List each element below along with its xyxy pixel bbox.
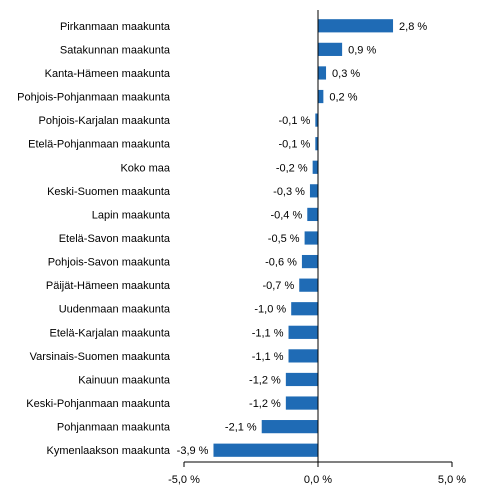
category-label: Pirkanmaan maakunta <box>60 21 171 33</box>
category-label: Päijät-Hämeen maakunta <box>46 280 171 292</box>
bar-kanta-hameen-maakunta <box>318 66 327 80</box>
category-label: Pohjois-Karjalan maakunta <box>39 115 171 127</box>
bars-group <box>213 19 394 457</box>
data-label: -0,5 % <box>268 233 300 245</box>
data-label: -0,4 % <box>270 209 302 221</box>
bar-kainuun-maakunta <box>285 372 318 387</box>
bar-kymenlaakson-maakunta <box>213 443 318 457</box>
bar-keski-suomen-maakunta <box>309 184 318 198</box>
data-label: 2,8 % <box>399 21 427 33</box>
bar-uudenmaan-maakunta <box>291 302 318 316</box>
bar-koko-maa <box>312 160 318 174</box>
bar-etela-pohjanmaan-maakunta <box>315 137 318 151</box>
data-label: 0,3 % <box>332 68 360 80</box>
bar-pohjois-savon-maakunta <box>301 254 318 269</box>
category-label: Koko maa <box>120 162 170 174</box>
bar-etela-karjalan-maakunta <box>288 325 318 339</box>
data-label: -1,0 % <box>254 304 286 316</box>
category-label: Keski-Pohjanmaan maakunta <box>26 398 171 410</box>
bar-etela-savon-maakunta <box>304 231 318 245</box>
data-label: -0,1 % <box>279 139 311 151</box>
bar-paijat-hameen-maakunta <box>299 278 318 292</box>
bar-varsinais-suomen-maakunta <box>288 349 318 363</box>
bar-satakunnan-maakunta <box>318 42 343 56</box>
data-label: -0,7 % <box>262 280 294 292</box>
data-label: -1,1 % <box>252 351 284 363</box>
category-label: Etelä-Savon maakunta <box>59 233 171 245</box>
category-label: Uudenmaan maakunta <box>59 304 171 316</box>
data-label: -0,2 % <box>276 162 308 174</box>
bar-pirkanmaan-maakunta <box>318 19 394 33</box>
category-label: Keski-Suomen maakunta <box>47 186 171 198</box>
data-label: -2,1 % <box>225 422 257 434</box>
data-label: 0,9 % <box>348 44 376 56</box>
category-label: Satakunnan maakunta <box>60 44 171 56</box>
x-tick-label: 5,0 % <box>438 474 466 486</box>
data-label: -0,6 % <box>265 257 297 269</box>
data-label: -1,1 % <box>252 327 284 339</box>
category-label: Etelä-Karjalan maakunta <box>50 327 171 339</box>
category-label: Kymenlaakson maakunta <box>46 445 170 457</box>
data-labels: 2,8 % 0,9 % 0,3 % 0,2 % -0,1 % -0,1 % -0,2 % -0… <box>177 21 428 457</box>
category-label: Varsinais-Suomen maakunta <box>30 351 171 363</box>
bar-pohjois-pohjanmaan-maakunta <box>318 89 324 104</box>
category-label: Pohjanmaan maakunta <box>57 422 171 434</box>
bar-keski-pohjanmaan-maakunta <box>285 396 318 410</box>
data-label: 0,2 % <box>329 92 357 104</box>
category-labels: Pirkanmaan maakunta Satakunnan maakunta Ka… <box>17 21 171 457</box>
bar-pohjanmaan-maakunta <box>261 420 318 434</box>
category-label: Pohjois-Savon maakunta <box>48 257 171 269</box>
category-label: Kanta-Hämeen maakunta <box>45 68 171 80</box>
data-label: -0,1 % <box>279 115 311 127</box>
category-label: Etelä-Pohjanmaan maakunta <box>28 139 171 151</box>
category-label: Kainuun maakunta <box>78 374 171 386</box>
data-label: -1,2 % <box>249 374 281 386</box>
category-label: Lapin maakunta <box>92 209 171 221</box>
bar-lapin-maakunta <box>307 207 318 222</box>
bar-pohjois-karjalan-maakunta <box>315 113 318 127</box>
x-tick-label: -5,0 % <box>168 474 200 486</box>
data-label: -0,3 % <box>273 186 305 198</box>
data-label: -3,9 % <box>177 445 209 457</box>
data-label: -1,2 % <box>249 398 281 410</box>
x-tick-label: 0,0 % <box>304 474 332 486</box>
x-axis-ticks: -5,0 % 0,0 % 5,0 % <box>168 462 466 486</box>
category-label: Pohjois-Pohjanmaan maakunta <box>17 92 171 104</box>
